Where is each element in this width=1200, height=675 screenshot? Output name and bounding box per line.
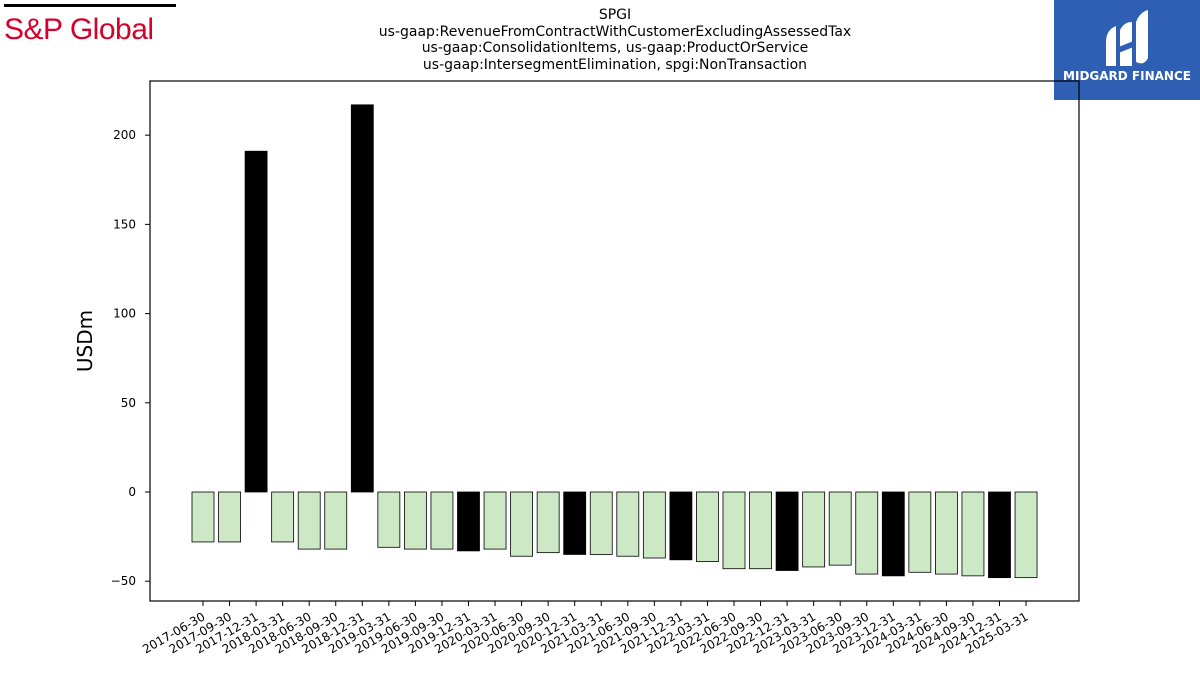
bar-2019-12-31 — [457, 491, 480, 552]
midgard-logo-text: MIDGARD FINANCE — [1063, 69, 1191, 83]
title-line: us-gaap:IntersegmentElimination, spgi:No… — [422, 56, 808, 73]
y-tick-label: 0 — [128, 485, 136, 499]
bar-2018-09-30 — [324, 491, 348, 550]
title-line: us-gaap:ConsolidationItems, us-gaap:Prod… — [421, 40, 809, 56]
bar-2019-09-30 — [430, 491, 454, 550]
logo-rule — [4, 4, 176, 7]
bar-2022-03-31 — [696, 491, 719, 562]
bar-2020-09-30 — [536, 491, 560, 554]
sp-global-logo-text: S&P Global — [4, 13, 154, 46]
plot-frame — [149, 80, 1080, 602]
bar-2019-06-30 — [403, 491, 427, 550]
bar-2024-09-30 — [961, 491, 985, 577]
sp-global-logo: S&P Global — [4, 4, 176, 46]
y-tick-label: 150 — [113, 217, 136, 231]
bar-2017-06-30 — [191, 491, 215, 543]
title-line: SPGI — [598, 7, 632, 23]
bar-2018-03-31 — [271, 491, 295, 543]
y-tick-label: 100 — [113, 307, 136, 321]
bar-2023-03-31 — [802, 491, 826, 568]
bar-2023-12-31 — [881, 491, 905, 577]
bar-2020-03-31 — [483, 491, 507, 550]
bar-2024-12-31 — [988, 491, 1011, 579]
bar-2022-12-31 — [775, 491, 799, 571]
bar-2017-09-30 — [218, 491, 241, 543]
bar-2020-06-30 — [510, 491, 534, 557]
bar-2018-06-30 — [297, 491, 321, 550]
y-tick-label: −50 — [111, 574, 136, 588]
bar-2024-03-31 — [908, 491, 932, 573]
y-tick-label: 200 — [113, 128, 136, 142]
midgard-mark-icon — [1106, 10, 1148, 66]
y-axis-label: USDm — [73, 310, 97, 372]
midgard-finance-logo: MIDGARD FINANCE — [1054, 0, 1200, 100]
bar-2021-03-31 — [589, 491, 613, 555]
bar-2025-03-31 — [1014, 491, 1038, 579]
bar-2021-12-31 — [669, 491, 693, 561]
bar-2023-06-30 — [828, 491, 852, 566]
title-line: us-gaap:RevenueFromContractWithCustomerE… — [378, 23, 852, 40]
y-tick-label: 50 — [121, 396, 136, 410]
bar-2018-12-31 — [350, 104, 374, 493]
bar-2017-12-31 — [244, 150, 268, 493]
bar-2021-06-30 — [616, 491, 640, 557]
chart-title: SPGI us-gaap:RevenueFromContractWithCust… — [315, 7, 915, 73]
bar-2022-09-30 — [749, 491, 772, 570]
bar-2020-12-31 — [563, 491, 587, 555]
bar-2019-03-31 — [377, 491, 401, 548]
bar-2024-06-30 — [935, 491, 958, 575]
bar-2023-09-30 — [855, 491, 879, 575]
bar-2022-06-30 — [722, 491, 746, 570]
bar-2021-09-30 — [642, 491, 666, 559]
